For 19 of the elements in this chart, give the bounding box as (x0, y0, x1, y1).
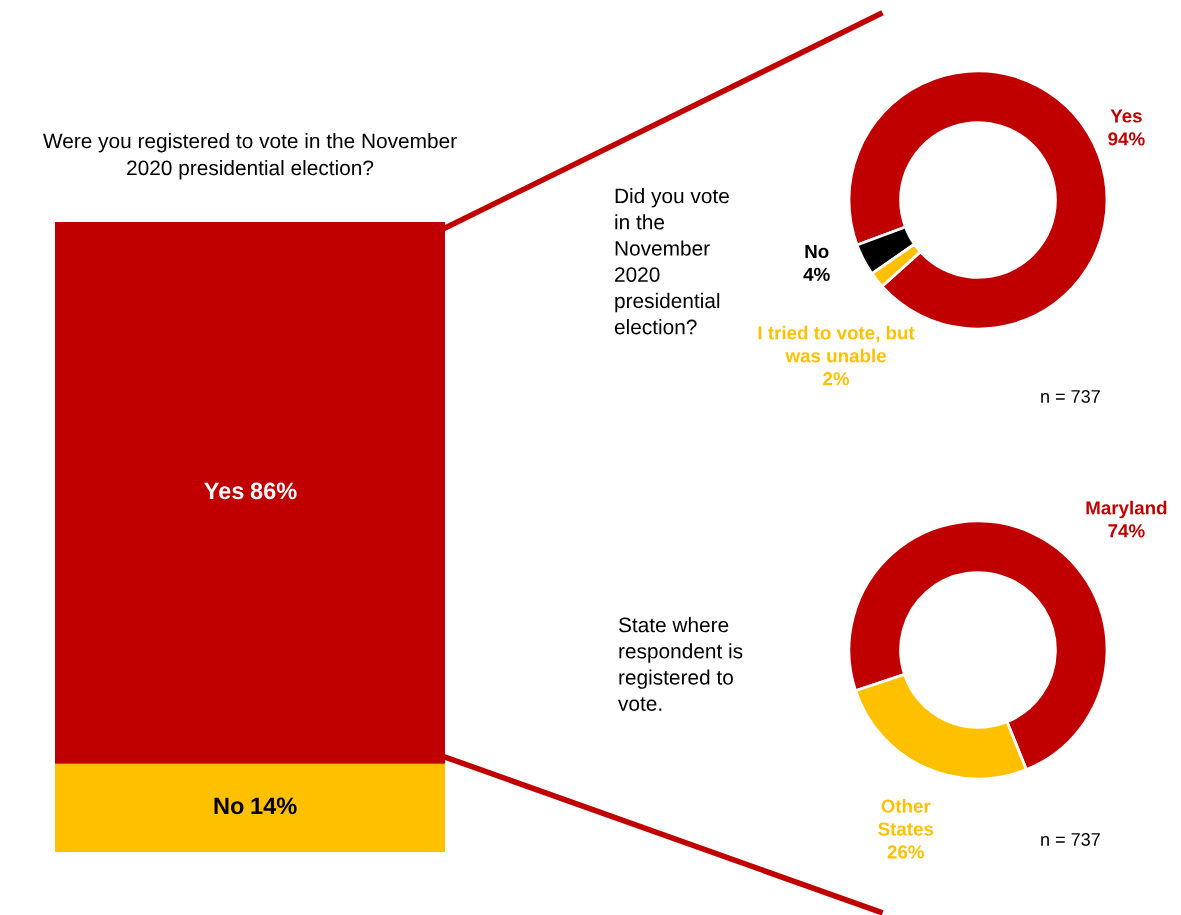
series-label: No (214, 797, 244, 815)
data-label: 26% (887, 845, 925, 859)
data-label: 74% (1108, 524, 1145, 538)
data-label: 94% (1108, 132, 1145, 146)
text: Did you vote in the November 2020 presidential election? (614, 188, 729, 335)
slice-label: Yes (1110, 109, 1142, 123)
slice-label: I tried to vote, but was unable (758, 325, 915, 363)
data-label: 14% (251, 797, 297, 815)
series-label: Yes (204, 482, 244, 500)
chart-title: Were you registered to vote in the November 2020 presidential election? (43, 133, 457, 180)
text: State where respondent is registered to vote. (618, 617, 743, 711)
text: n = 737 (1041, 833, 1100, 846)
slice-label: Maryland (1086, 500, 1167, 519)
slice-label: Other States (878, 798, 934, 836)
data-label: 4% (803, 267, 830, 281)
data-label: 2% (823, 372, 850, 386)
slice-label: No (805, 245, 829, 259)
text: n = 737 (1041, 390, 1100, 403)
data-label: 86% (250, 482, 297, 500)
